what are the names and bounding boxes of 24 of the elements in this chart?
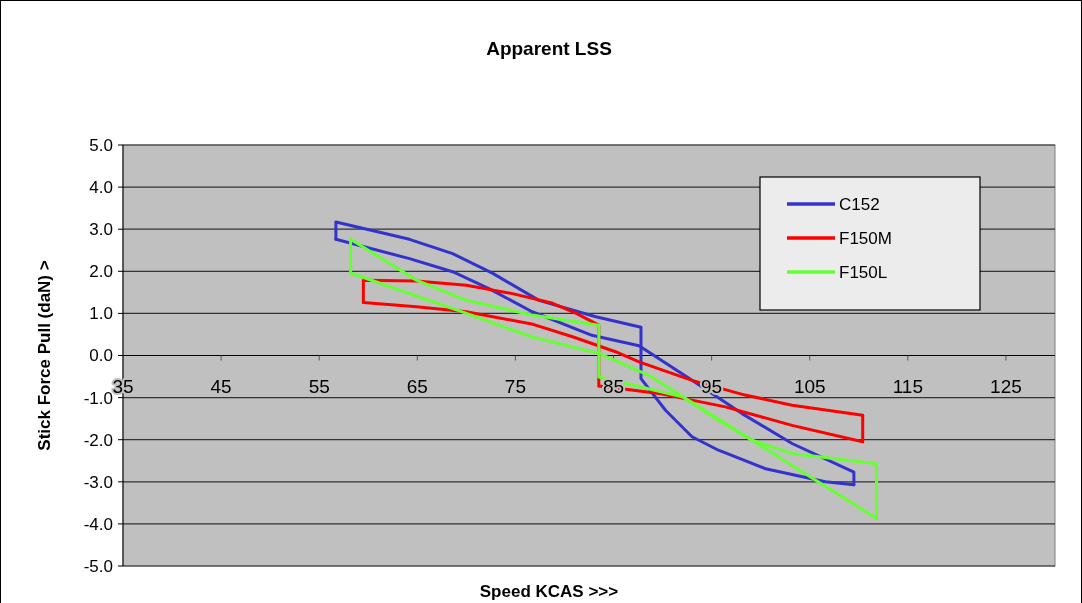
x-tick-label: 45 <box>210 375 232 397</box>
y-tick-label: 4.0 <box>89 178 113 198</box>
y-tick-label: -4.0 <box>83 514 113 534</box>
x-axis-title: Speed KCAS >>> <box>479 582 619 601</box>
x-tick-label: 75 <box>504 375 526 397</box>
legend-label: F150L <box>839 262 888 282</box>
y-tick-label: -3.0 <box>83 472 113 492</box>
y-tick-label: 0.0 <box>89 346 113 366</box>
legend-label: C152 <box>839 194 880 214</box>
y-tick-label: 1.0 <box>89 304 113 324</box>
x-tick-label: 105 <box>793 375 826 397</box>
x-tick-label: 65 <box>406 375 428 397</box>
legend-label: F150M <box>839 228 892 248</box>
y-tick-label: 3.0 <box>89 220 113 240</box>
chart-title: Apparent LSS <box>486 38 612 59</box>
y-tick-label: -5.0 <box>83 556 113 576</box>
y-axis-title: Stick Force Pull (daN) > <box>35 260 54 451</box>
x-tick-label: 125 <box>990 375 1022 397</box>
y-tick-label: -1.0 <box>83 388 113 408</box>
x-tick-label: 115 <box>892 375 923 397</box>
y-tick-label: 5.0 <box>89 135 113 155</box>
y-tick-label: -2.0 <box>83 430 113 450</box>
x-tick-label: 55 <box>308 375 330 397</box>
y-tick-label: 2.0 <box>89 262 113 282</box>
